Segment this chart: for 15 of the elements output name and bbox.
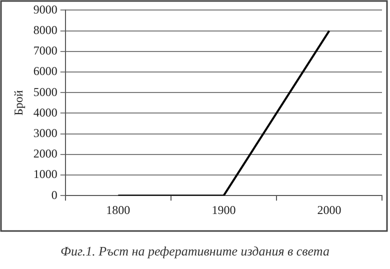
y-tick-label: 4000	[33, 105, 58, 120]
y-axis-title: Брой	[11, 90, 26, 116]
y-tick-label: 2000	[33, 146, 58, 161]
y-tick-label: 5000	[33, 84, 58, 99]
x-tick-label: 2000	[317, 202, 342, 217]
y-tick-label: 8000	[33, 22, 58, 37]
y-tick-label: 6000	[33, 64, 58, 78]
y-tick-label: 0	[51, 188, 58, 202]
y-tick-label: 3000	[33, 126, 58, 140]
y-tick-label: 9000	[33, 2, 58, 16]
y-tick-label: 1000	[33, 167, 58, 182]
x-tick-label: 1900	[212, 202, 236, 217]
y-tick-label: 7000	[33, 44, 58, 58]
text: Фиг.1. Ръст на реферативните издания в света	[60, 243, 330, 258]
x-tick-label: 1800	[106, 202, 130, 217]
